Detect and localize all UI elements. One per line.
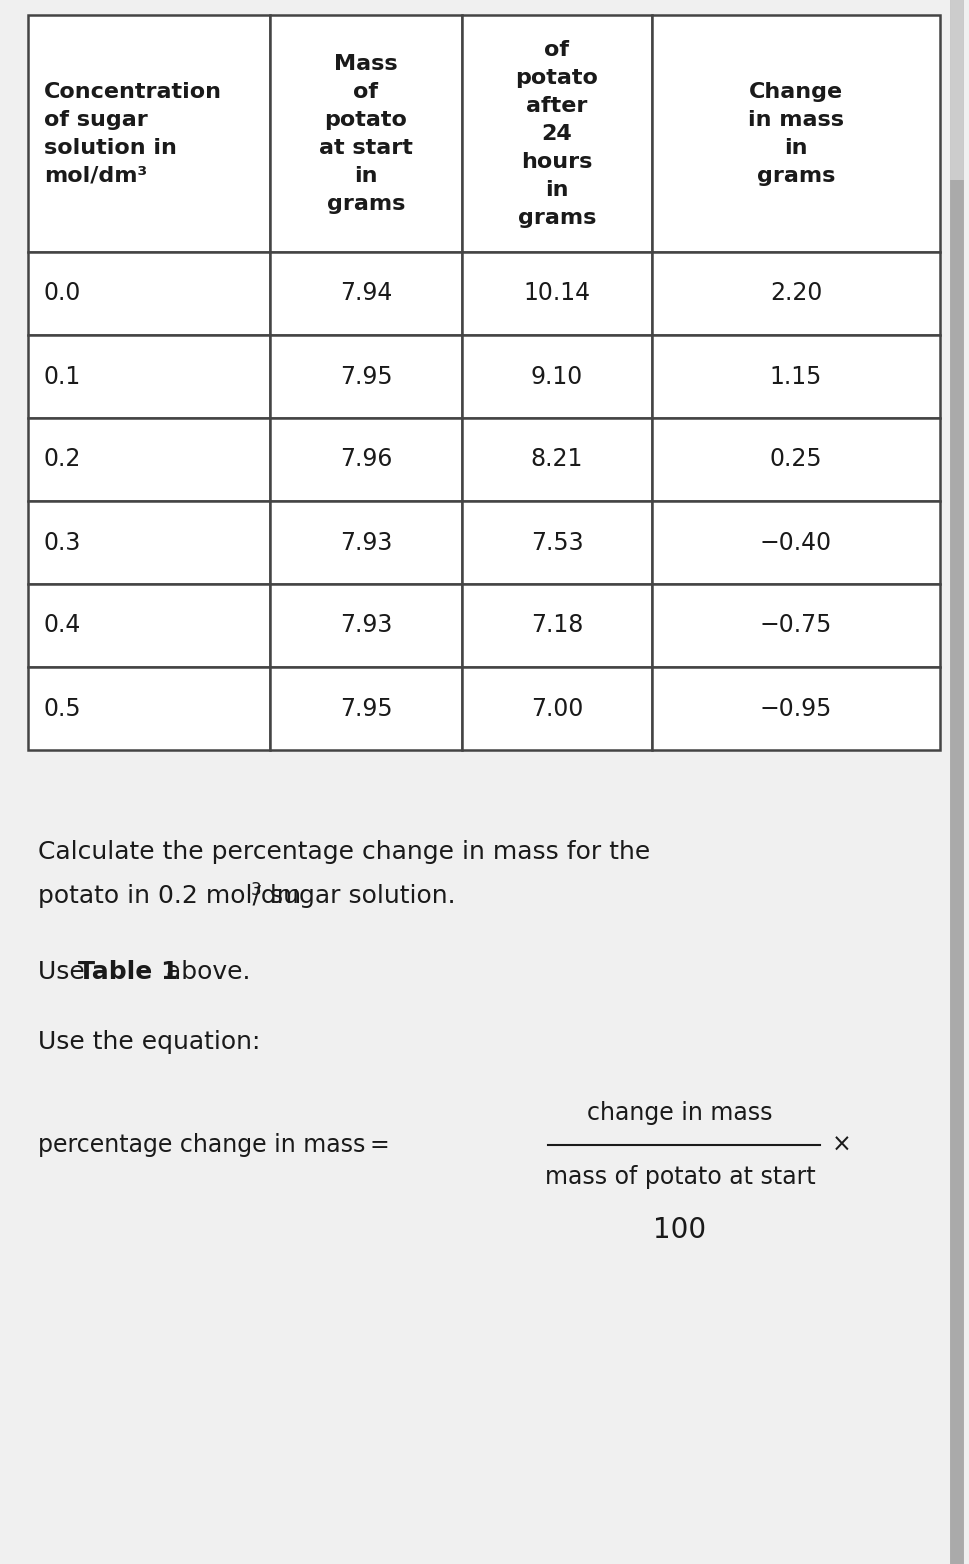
Text: 10.14: 10.14 xyxy=(523,282,590,305)
Bar xyxy=(651,583,939,666)
Bar xyxy=(28,500,269,583)
Text: ×: × xyxy=(831,1132,851,1157)
Text: 7.95: 7.95 xyxy=(339,364,391,388)
Bar xyxy=(461,666,651,751)
Text: 9.10: 9.10 xyxy=(530,364,582,388)
Text: =: = xyxy=(369,1132,390,1157)
Bar xyxy=(269,666,461,751)
Text: sugar solution.: sugar solution. xyxy=(262,884,455,909)
Text: 0.4: 0.4 xyxy=(44,613,81,638)
Bar xyxy=(269,500,461,583)
Text: 0.5: 0.5 xyxy=(44,696,81,721)
Text: 0.2: 0.2 xyxy=(44,447,81,471)
Text: 2.20: 2.20 xyxy=(769,282,822,305)
Text: 0.25: 0.25 xyxy=(768,447,822,471)
Text: 7.00: 7.00 xyxy=(530,696,582,721)
Text: Use: Use xyxy=(38,960,93,984)
Text: Mass
of
potato
at start
in
grams: Mass of potato at start in grams xyxy=(319,53,413,214)
Bar xyxy=(461,500,651,583)
Bar xyxy=(651,500,939,583)
Bar xyxy=(269,16,461,252)
Text: mass of potato at start: mass of potato at start xyxy=(544,1165,815,1189)
Bar xyxy=(269,252,461,335)
Bar xyxy=(28,252,269,335)
Text: 8.21: 8.21 xyxy=(530,447,582,471)
Text: Concentration
of sugar
solution in
mol/dm³: Concentration of sugar solution in mol/d… xyxy=(44,81,222,186)
Bar xyxy=(461,418,651,500)
Bar xyxy=(28,335,269,418)
Bar xyxy=(28,418,269,500)
Text: 0.1: 0.1 xyxy=(44,364,81,388)
Bar xyxy=(269,583,461,666)
Bar xyxy=(651,418,939,500)
Bar xyxy=(651,16,939,252)
Text: of
potato
after
24
hours
in
grams: of potato after 24 hours in grams xyxy=(516,39,598,227)
Text: 100: 100 xyxy=(653,1215,705,1243)
Text: −0.40: −0.40 xyxy=(759,530,831,555)
Bar xyxy=(651,252,939,335)
Text: 7.93: 7.93 xyxy=(339,613,391,638)
Text: 1.15: 1.15 xyxy=(769,364,822,388)
Bar xyxy=(269,418,461,500)
Bar xyxy=(461,252,651,335)
Text: Table 1: Table 1 xyxy=(78,960,178,984)
Bar xyxy=(651,666,939,751)
Text: Calculate the percentage change in mass for the: Calculate the percentage change in mass … xyxy=(38,840,649,863)
Text: 7.18: 7.18 xyxy=(530,613,582,638)
Bar xyxy=(28,666,269,751)
Text: change in mass: change in mass xyxy=(586,1101,772,1125)
Text: 0.0: 0.0 xyxy=(44,282,81,305)
Text: 7.96: 7.96 xyxy=(339,447,391,471)
Text: −0.95: −0.95 xyxy=(759,696,831,721)
Text: 7.93: 7.93 xyxy=(339,530,391,555)
Bar xyxy=(461,335,651,418)
Bar xyxy=(461,16,651,252)
Text: 7.95: 7.95 xyxy=(339,696,391,721)
Bar xyxy=(28,583,269,666)
Text: percentage change in mass: percentage change in mass xyxy=(38,1132,365,1157)
Bar xyxy=(461,583,651,666)
Text: 0.3: 0.3 xyxy=(44,530,81,555)
Text: 7.53: 7.53 xyxy=(530,530,582,555)
Text: potato in 0.2 mol/dm: potato in 0.2 mol/dm xyxy=(38,884,300,909)
Text: 3: 3 xyxy=(251,881,262,899)
Bar xyxy=(269,335,461,418)
Text: Use the equation:: Use the equation: xyxy=(38,1031,260,1054)
Text: 7.94: 7.94 xyxy=(339,282,391,305)
Text: −0.75: −0.75 xyxy=(759,613,831,638)
Bar xyxy=(651,335,939,418)
Text: Change
in mass
in
grams: Change in mass in grams xyxy=(747,81,843,186)
Bar xyxy=(28,16,269,252)
Text: above.: above. xyxy=(158,960,250,984)
